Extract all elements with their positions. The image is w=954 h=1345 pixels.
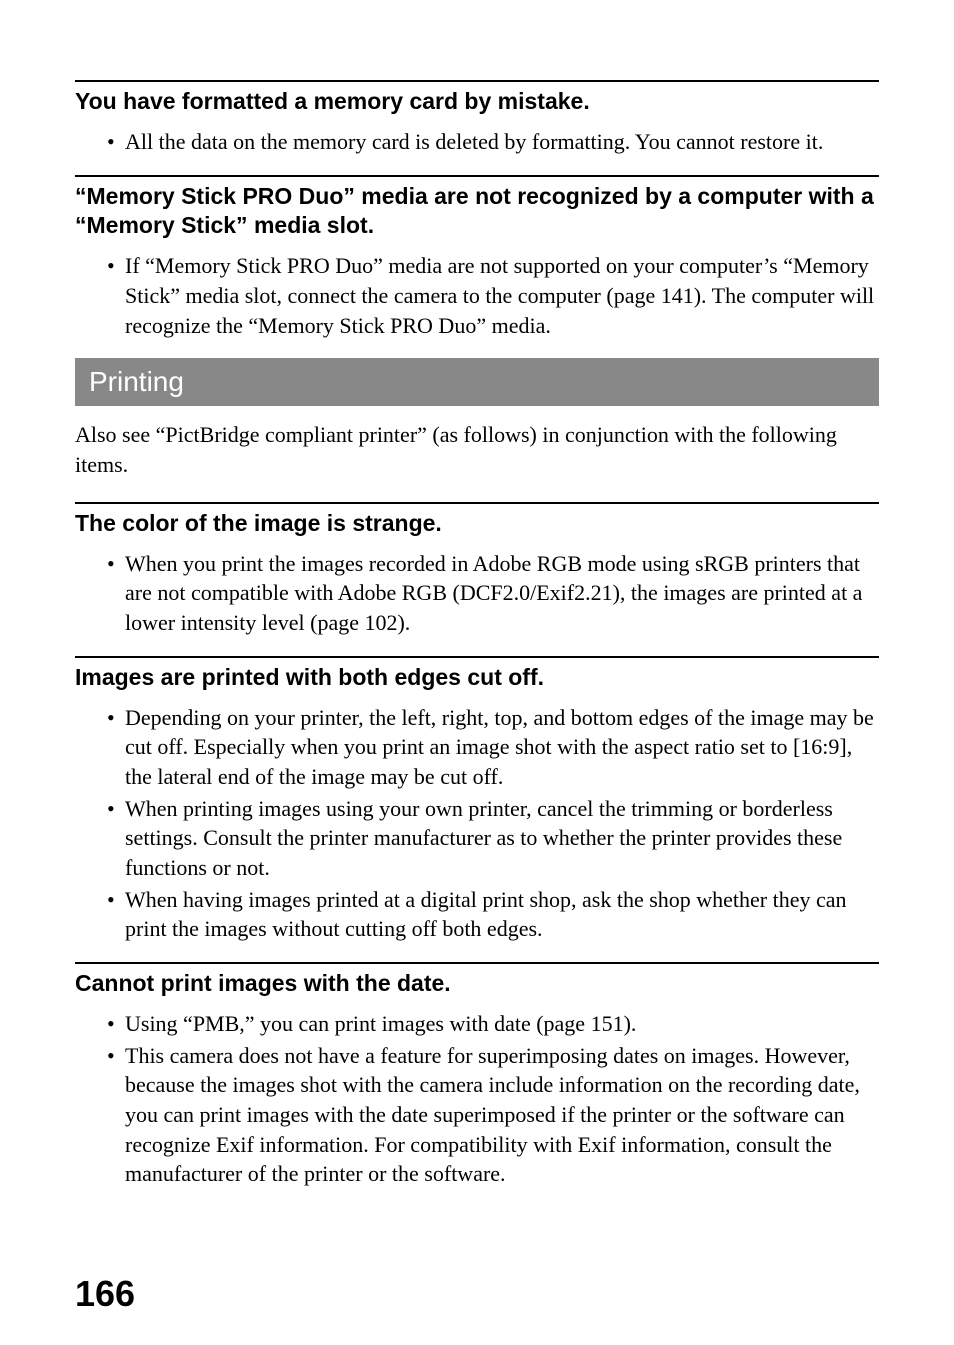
bullet-item: All the data on the memory card is delet… bbox=[125, 127, 879, 157]
bullet-item: This camera does not have a feature for … bbox=[125, 1041, 879, 1189]
page-number: 166 bbox=[75, 1273, 135, 1315]
bullet-list: Using “PMB,” you can print images with d… bbox=[75, 1009, 879, 1189]
bullet-list: Depending on your printer, the left, rig… bbox=[75, 703, 879, 945]
bullet-item: When having images printed at a digital … bbox=[125, 885, 879, 944]
bullet-item: When printing images using your own prin… bbox=[125, 794, 879, 883]
topic-heading: The color of the image is strange. bbox=[75, 502, 879, 539]
topic-heading: “Memory Stick PRO Duo” media are not rec… bbox=[75, 175, 879, 242]
bullet-item: If “Memory Stick PRO Duo” media are not … bbox=[125, 251, 879, 340]
section-intro: Also see “PictBridge compliant printer” … bbox=[75, 420, 879, 479]
bullet-list: All the data on the memory card is delet… bbox=[75, 127, 879, 157]
bullet-list: If “Memory Stick PRO Duo” media are not … bbox=[75, 251, 879, 340]
section-header-printing: Printing bbox=[75, 358, 879, 406]
bullet-item: When you print the images recorded in Ad… bbox=[125, 549, 879, 638]
topic-heading: Images are printed with both edges cut o… bbox=[75, 656, 879, 693]
topic-heading: You have formatted a memory card by mist… bbox=[75, 80, 879, 117]
bullet-item: Using “PMB,” you can print images with d… bbox=[125, 1009, 879, 1039]
bullet-list: When you print the images recorded in Ad… bbox=[75, 549, 879, 638]
topic-heading: Cannot print images with the date. bbox=[75, 962, 879, 999]
bullet-item: Depending on your printer, the left, rig… bbox=[125, 703, 879, 792]
